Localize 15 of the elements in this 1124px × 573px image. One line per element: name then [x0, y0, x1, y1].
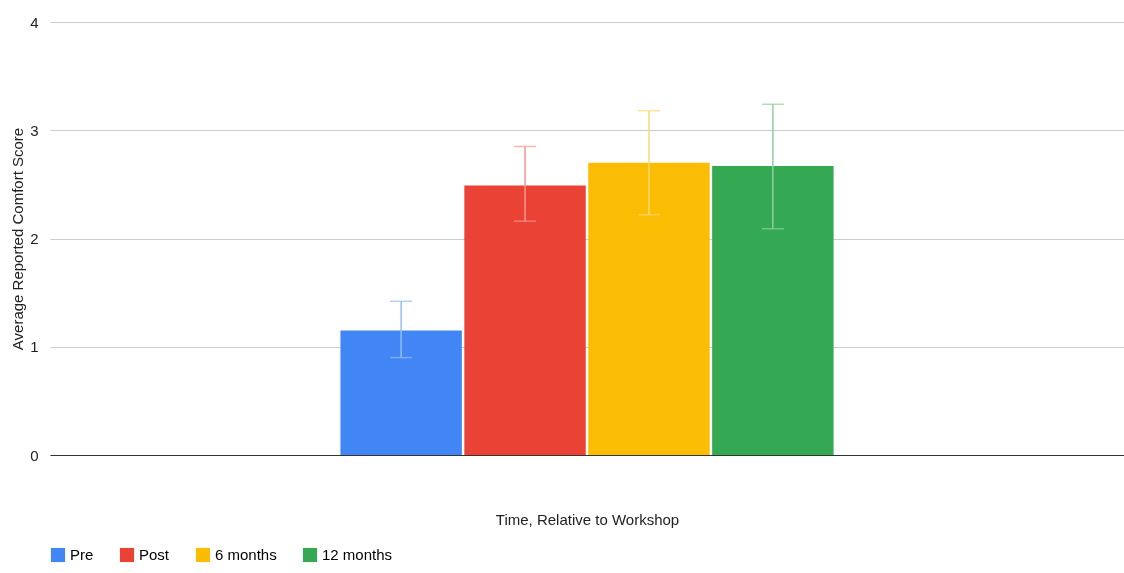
- bar: [464, 185, 586, 455]
- bar: [588, 162, 710, 455]
- y-tick-label: 1: [30, 338, 39, 356]
- legend-label: Post: [139, 546, 170, 563]
- legend-label: Pre: [70, 546, 94, 563]
- y-tick-label: 0: [30, 446, 39, 464]
- bar: [340, 330, 462, 455]
- legend-label: 12 months: [322, 546, 393, 563]
- x-axis-title: Time, Relative to Workshop: [495, 510, 680, 528]
- y-tick-label: 4: [30, 13, 39, 31]
- legend-label: 6 months: [215, 546, 277, 563]
- bar: [712, 165, 834, 455]
- y-axis-title: Average Reported Comfort Score: [9, 127, 27, 351]
- y-tick-label: 2: [30, 230, 39, 247]
- y-tick-label: 3: [30, 121, 39, 139]
